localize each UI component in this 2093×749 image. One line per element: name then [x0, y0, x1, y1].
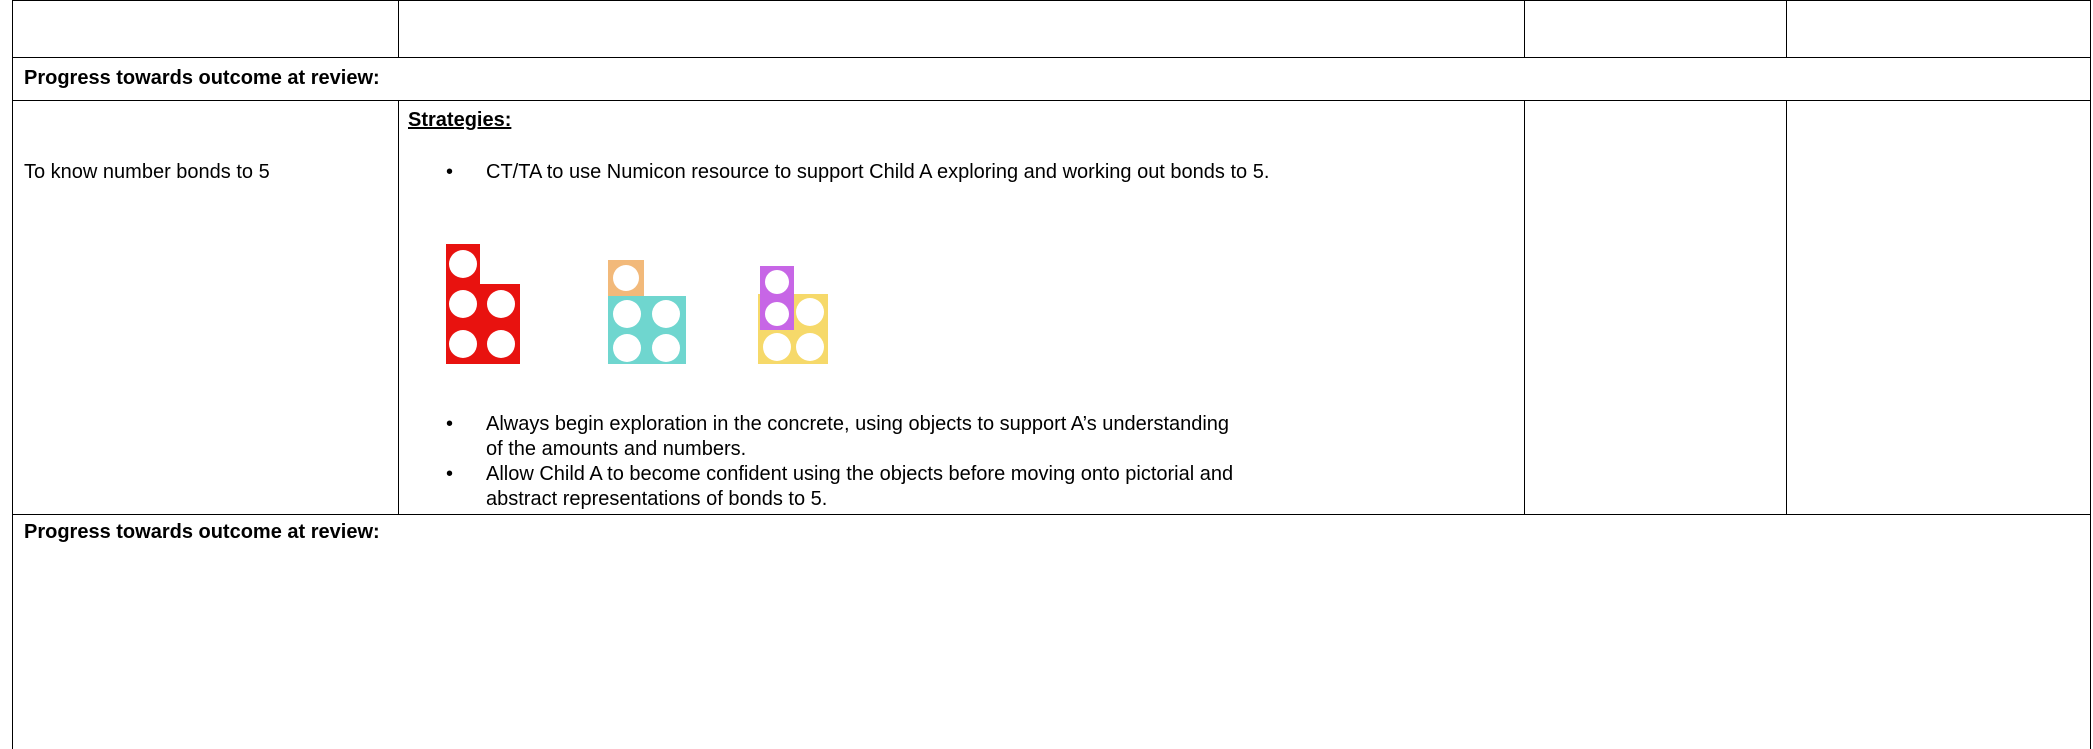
border	[1786, 0, 1787, 57]
bullet-dot: •	[446, 463, 454, 485]
bullet-dot: •	[446, 413, 454, 435]
outcome-text: To know number bonds to 5	[24, 161, 270, 183]
border	[1524, 100, 1525, 514]
bullet-dot: •	[446, 161, 454, 183]
border	[12, 0, 2091, 1]
numicon-five	[446, 244, 520, 364]
border	[1524, 0, 1525, 57]
bullet-text: Always begin exploration in the concrete…	[486, 413, 1230, 460]
border	[398, 0, 399, 57]
numicon-two-four	[758, 266, 828, 364]
bullet-text: Allow Child A to become confident using …	[486, 463, 1234, 510]
numicon-image	[446, 244, 828, 364]
progress-label: Progress towards outcome at review:	[24, 521, 380, 543]
numicon-one-four	[608, 260, 686, 364]
border	[12, 514, 2091, 515]
border	[398, 100, 399, 514]
progress-label: Progress towards outcome at review:	[24, 67, 380, 89]
border	[2090, 0, 2091, 749]
strategies-heading: Strategies:	[408, 109, 512, 131]
border	[1786, 100, 1787, 514]
border	[12, 57, 2091, 58]
border	[12, 100, 2091, 101]
border	[12, 0, 13, 749]
bullet-text: CT/TA to use Numicon resource to support…	[486, 161, 1270, 183]
